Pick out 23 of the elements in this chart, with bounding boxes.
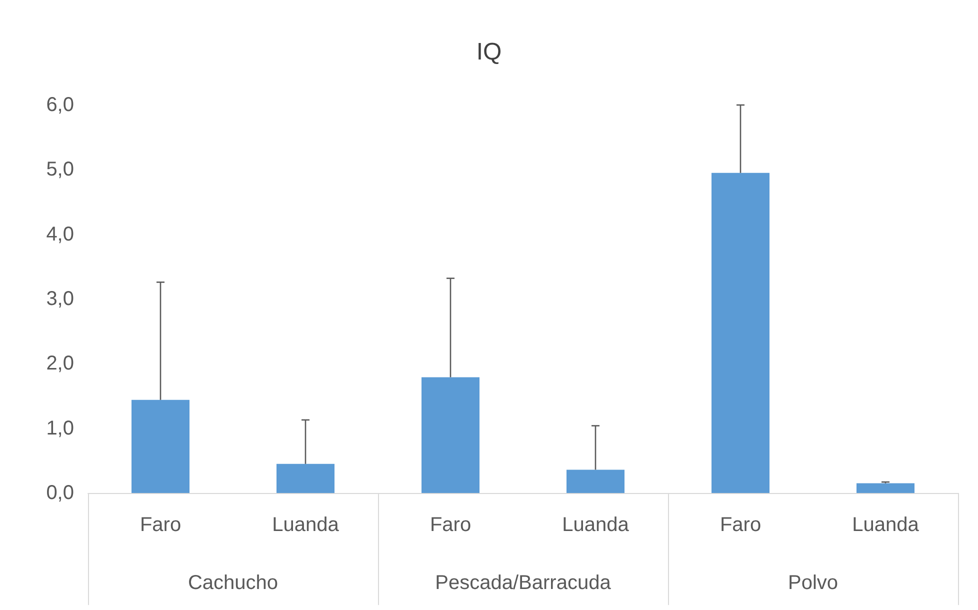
text: Polvo [788, 572, 838, 594]
x-tick-label: Faro [140, 514, 182, 536]
y-tick-label: 5,0 [46, 158, 74, 181]
x-tick-label: Luanda [272, 514, 340, 536]
text: Pescada/Barracuda [435, 572, 612, 594]
chart-title: IQ [476, 38, 502, 66]
bar [712, 172, 770, 493]
x-tick-label: Faro [430, 514, 472, 536]
x-tick-label: Faro [720, 514, 762, 536]
y-tick-label: 0,0 [46, 482, 74, 504]
bar [422, 377, 480, 493]
bar [856, 483, 914, 493]
text: Cachucho [188, 572, 278, 594]
y-tick-label: 6,0 [46, 94, 74, 116]
bar [132, 400, 190, 493]
y-tick-label: 3,0 [46, 288, 74, 310]
y-tick-label: 2,0 [46, 352, 74, 375]
x-tick-label: Luanda [852, 514, 920, 536]
bar [566, 470, 624, 493]
y-tick-label: 1,0 [46, 417, 74, 440]
x-tick-label: Luanda [562, 514, 630, 536]
bar [276, 464, 334, 493]
y-tick-label: 4,0 [46, 223, 74, 246]
